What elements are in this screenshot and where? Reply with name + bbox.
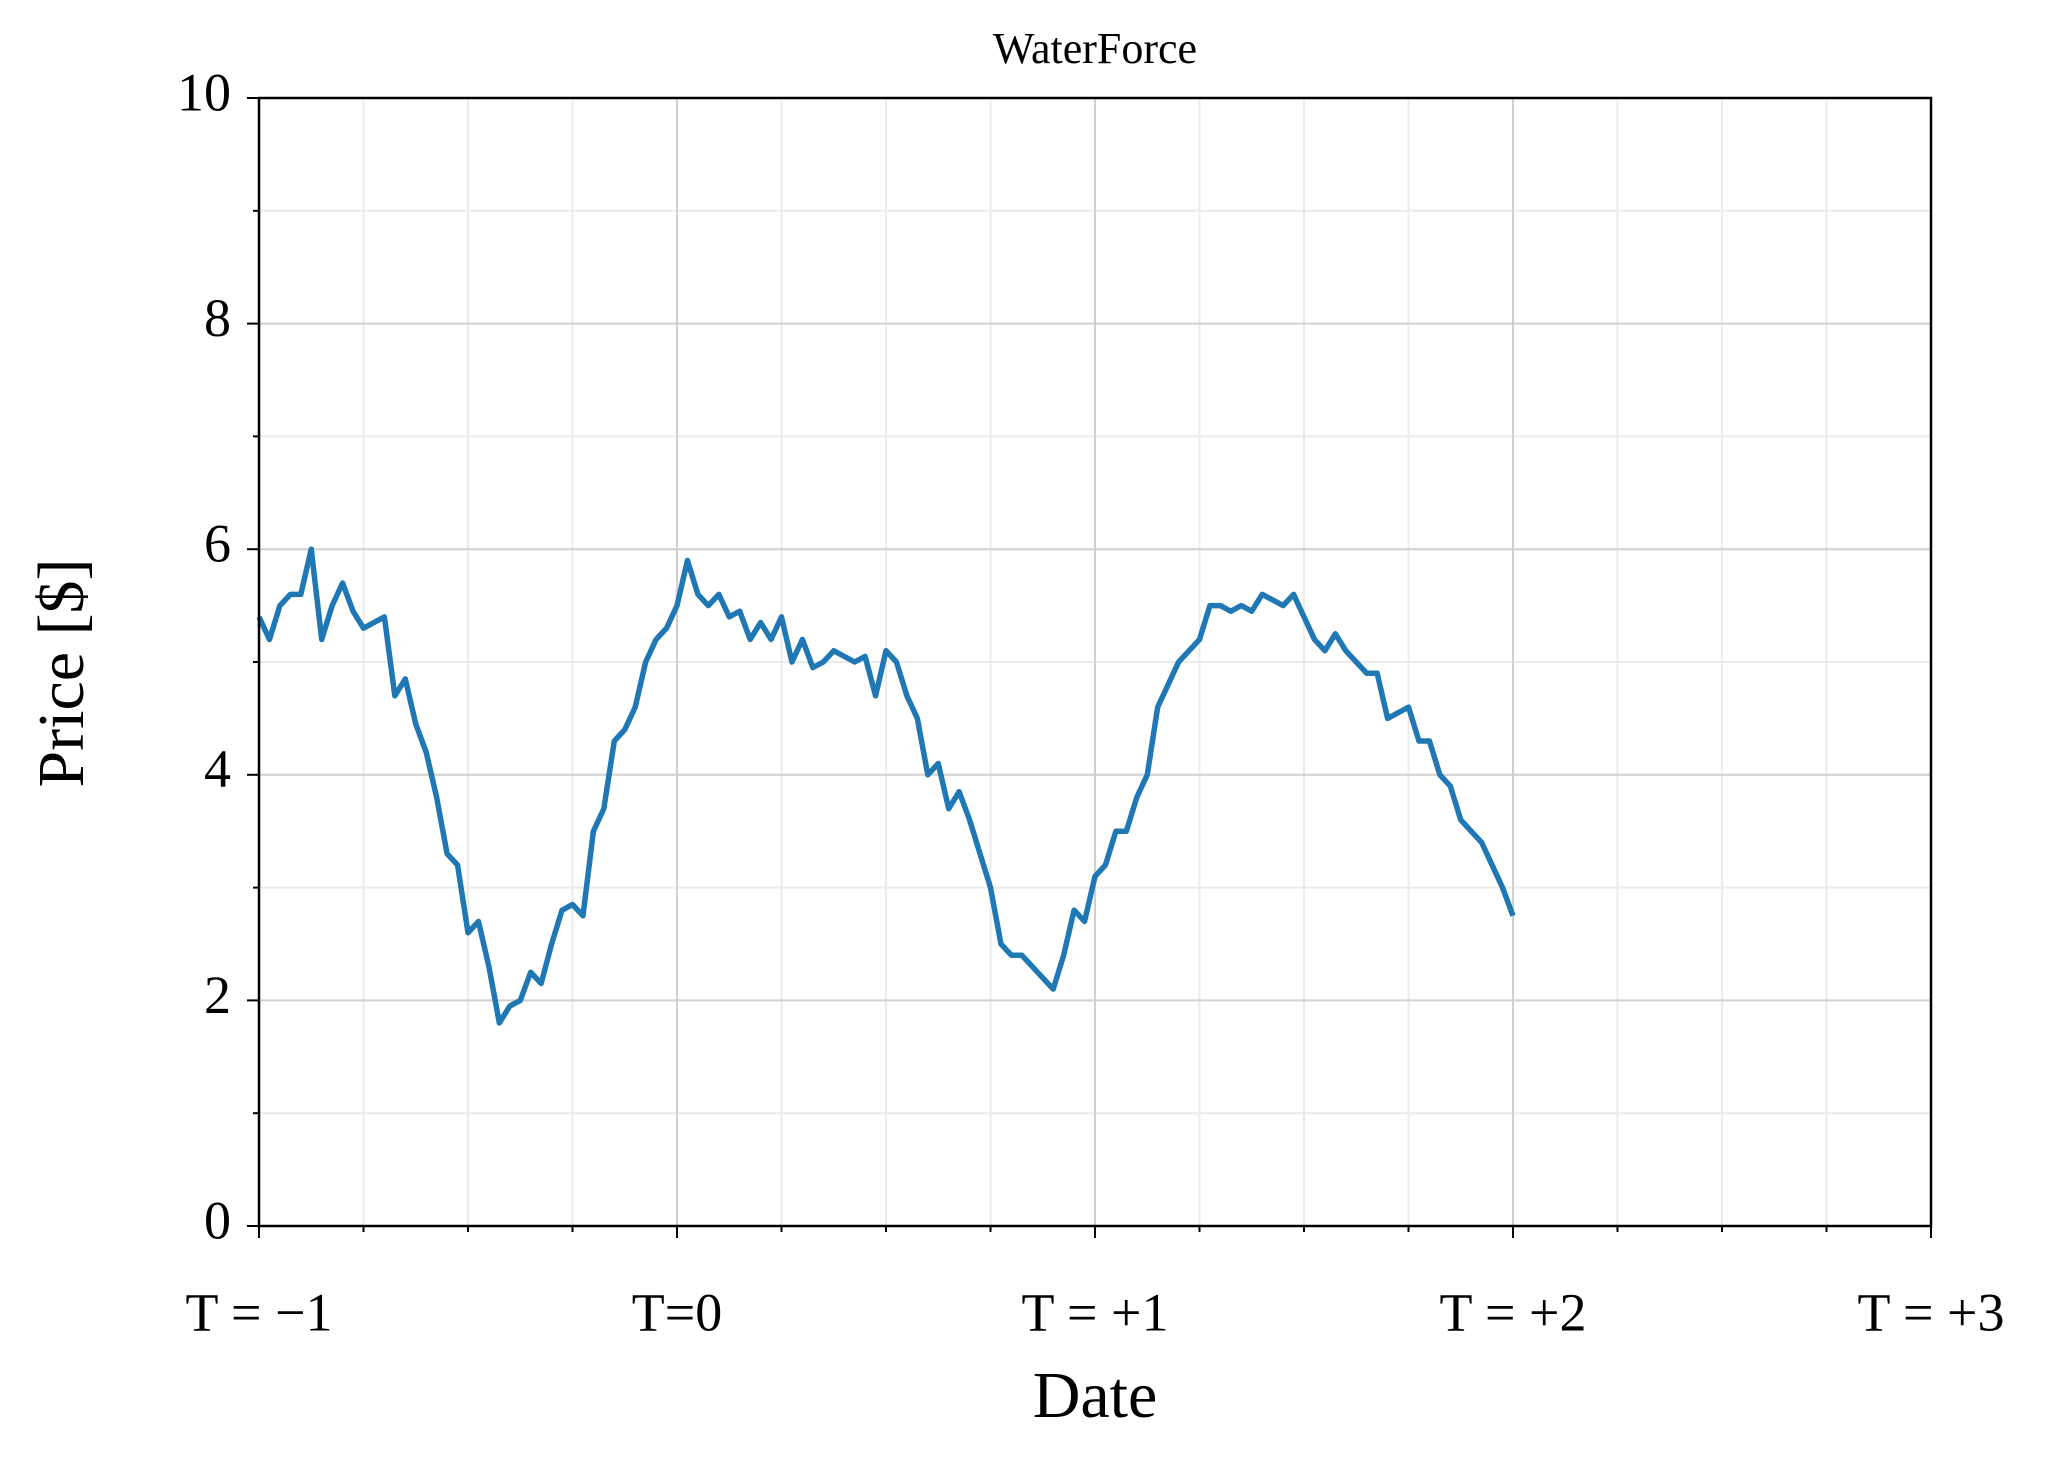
- y-tick-label: 6: [204, 514, 231, 574]
- y-tick-label: 4: [204, 739, 231, 799]
- y-tick-label: 2: [204, 965, 231, 1025]
- y-tick-label: 0: [204, 1190, 231, 1250]
- y-tick-label: 10: [177, 62, 231, 122]
- x-tick-label: T = +3: [1858, 1282, 2005, 1342]
- x-tick-label: T = −1: [186, 1282, 333, 1342]
- x-tick-label: T = +2: [1440, 1282, 1587, 1342]
- chart-title: WaterForce: [993, 24, 1197, 73]
- y-axis-label: Price [$]: [25, 558, 98, 787]
- x-tick-label: T=0: [632, 1282, 722, 1342]
- x-tick-label: T = +1: [1022, 1282, 1169, 1342]
- data-line: [256, 546, 1516, 1026]
- x-axis-label: Date: [1033, 1359, 1158, 1432]
- y-tick-label: 8: [204, 288, 231, 348]
- plot-frame: [257, 96, 1933, 1228]
